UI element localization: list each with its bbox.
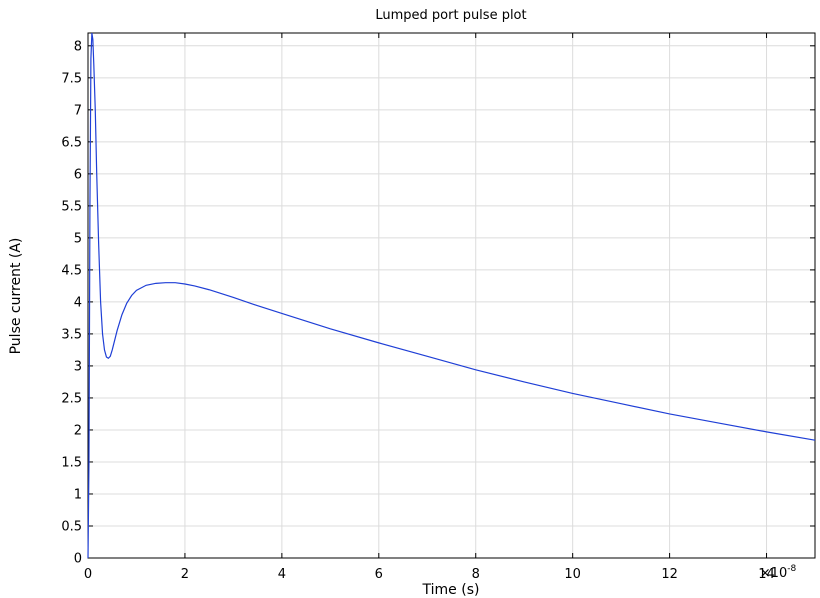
x-tick-label: 10 xyxy=(564,567,581,582)
x-tick-label: 12 xyxy=(661,567,678,582)
y-tick-label: 4.5 xyxy=(61,263,82,278)
chart-title: Lumped port pulse plot xyxy=(375,8,526,23)
x-tick-label: 4 xyxy=(278,567,286,582)
y-tick-label: 6.5 xyxy=(61,135,82,150)
y-tick-label: 5.5 xyxy=(61,199,82,214)
y-tick-label: 4 xyxy=(74,295,82,310)
y-tick-label: 8 xyxy=(74,39,82,54)
x-tick-label: 8 xyxy=(472,567,480,582)
y-tick-label: 1.5 xyxy=(61,455,82,470)
y-tick-label: 0 xyxy=(74,552,82,567)
y-tick-labels: 0 0.5 1 1.5 2 2.5 3 3.5 4 4.5 5 5.5 6 6.5 7 7.5 8 xyxy=(61,39,82,566)
x-tick-label: 6 xyxy=(375,567,383,582)
y-axis-title: Pulse current (A) xyxy=(8,238,24,355)
x-axis-multiplier-exponent: -8 xyxy=(787,564,796,574)
y-tick-label: 0.5 xyxy=(61,519,82,534)
x-axis-multiplier: ×10-8 xyxy=(760,564,797,581)
x-tick-label: 0 xyxy=(84,567,92,582)
plot-area-frame xyxy=(87,32,816,559)
y-tick-label: 3 xyxy=(74,359,82,374)
x-axis-title: Time (s) xyxy=(422,582,480,598)
grid-lines xyxy=(87,33,815,559)
y-tick-label: 2 xyxy=(74,423,82,438)
x-tick-label: 14 xyxy=(758,567,775,582)
y-tick-label: 5 xyxy=(74,231,82,246)
y-tick-label: 7 xyxy=(74,103,82,118)
y-tick-label: 1 xyxy=(74,487,82,502)
y-tick-label: 6 xyxy=(74,167,82,182)
y-tick-label: 3.5 xyxy=(61,327,82,342)
y-tick-label: 2.5 xyxy=(61,391,82,406)
axis-ticks xyxy=(87,33,815,559)
y-tick-label: 7.5 xyxy=(61,71,82,86)
series-line xyxy=(87,32,816,559)
x-tick-label: 2 xyxy=(181,567,189,582)
x-tick-labels: 0 2 4 6 8 10 12 14 xyxy=(84,567,775,582)
